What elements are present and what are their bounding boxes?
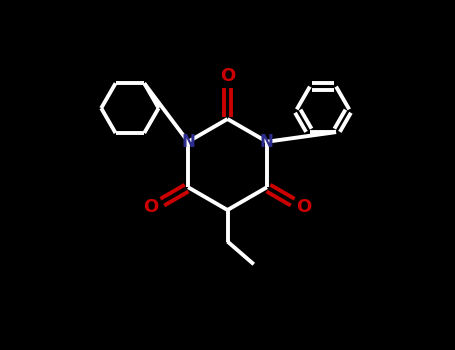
- Text: O: O: [220, 67, 235, 85]
- Text: N: N: [260, 133, 274, 151]
- Text: O: O: [143, 198, 159, 216]
- Text: N: N: [181, 133, 195, 151]
- Text: O: O: [296, 198, 312, 216]
